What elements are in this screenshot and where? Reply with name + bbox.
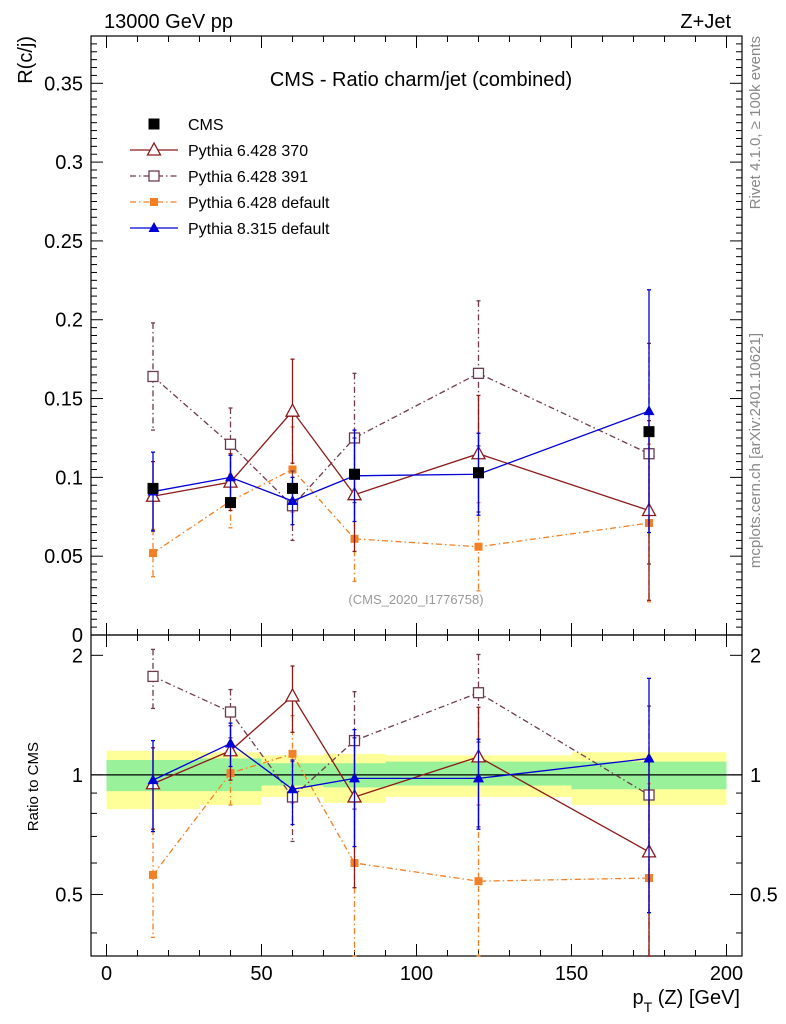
data-point-py_default bbox=[474, 542, 483, 551]
legend-label-cms: CMS bbox=[188, 117, 224, 134]
x-axis-title-rest: (Z) [GeV] bbox=[652, 987, 740, 1009]
x-axis-title-sub: T bbox=[644, 999, 653, 1015]
ratio-y-tick-label-right: 2 bbox=[750, 645, 761, 667]
data-point-py8 bbox=[225, 471, 236, 482]
data-point-py_default bbox=[474, 877, 483, 886]
y-tick-label: 0 bbox=[72, 625, 83, 647]
energy-label: 13000 GeV pp bbox=[104, 11, 233, 33]
data-point-py8 bbox=[643, 752, 655, 763]
x-axis-title: pT (Z) [GeV] bbox=[633, 987, 740, 1015]
series-line-py370 bbox=[152, 410, 650, 512]
series-line-py370 bbox=[152, 694, 650, 853]
series-line-py8 bbox=[152, 410, 650, 502]
legend-label-py8: Pythia 8.315 default bbox=[188, 221, 330, 238]
analysis-label: (CMS_2020_I1776758) bbox=[348, 592, 483, 607]
data-point-cms bbox=[225, 497, 236, 509]
data-point-py_default bbox=[149, 549, 157, 558]
legend-label-py370: Pythia 6.428 370 bbox=[188, 143, 308, 160]
legend: CMS Pythia 6.428 370 Pythia 6.428 391 Pythi… bbox=[130, 117, 330, 238]
main-panel: 0 0.05 0.1 0.15 0.2 0.25 0.3 0.35 bbox=[44, 35, 743, 647]
series-line-py_default bbox=[152, 468, 650, 554]
x-tick-label: 200 bbox=[710, 963, 743, 985]
data-point-py8 bbox=[287, 783, 298, 794]
data-point-cms bbox=[148, 118, 160, 130]
data-point-py8 bbox=[349, 772, 360, 783]
legend-label-py391: Pythia 6.428 391 bbox=[188, 169, 308, 186]
data-point-cms bbox=[643, 426, 655, 438]
data-point-py8 bbox=[473, 772, 484, 783]
series-line-py391 bbox=[152, 675, 650, 798]
data-point-py391 bbox=[472, 687, 485, 699]
ratio-y-tick-label: 1 bbox=[72, 765, 83, 787]
data-point-py370 bbox=[284, 402, 301, 417]
x-tick-label: 0 bbox=[101, 963, 112, 985]
y-tick-label: 0.1 bbox=[55, 467, 83, 489]
ratio-y-tick-label-right: 1 bbox=[750, 765, 761, 787]
legend-label-py_default: Pythia 6.428 default bbox=[188, 195, 330, 212]
data-point-py8 bbox=[147, 774, 159, 785]
ratio-y-tick-label: 0.5 bbox=[55, 884, 83, 906]
data-point-py_default bbox=[288, 465, 297, 474]
ratio-y-axis-title: Ratio to CMS bbox=[25, 742, 42, 831]
y-tick-label: 0.35 bbox=[44, 73, 83, 95]
data-point-py391 bbox=[472, 367, 485, 379]
data-point-py8 bbox=[148, 222, 160, 232]
y-tick-label: 0.05 bbox=[44, 546, 83, 568]
data-point-cms bbox=[287, 482, 298, 494]
chart-title: CMS - Ratio charm/jet (combined) bbox=[270, 69, 572, 91]
y-tick-label: 0.2 bbox=[55, 310, 83, 332]
data-point-py8 bbox=[225, 737, 236, 748]
data-point-py_default bbox=[149, 870, 157, 879]
data-point-py391 bbox=[147, 370, 159, 383]
ratio-y-tick-label-right: 0.5 bbox=[750, 884, 778, 906]
data-point-py_default bbox=[288, 749, 297, 758]
data-point-py8 bbox=[287, 495, 298, 506]
data-point-py391 bbox=[148, 170, 160, 182]
data-point-py391 bbox=[224, 438, 237, 450]
ratio-panel: 0 50 100 150 200 0.5 0.5 1 1 2 2 bbox=[55, 634, 778, 985]
x-tick-label: 50 bbox=[250, 963, 272, 985]
ratio-y-tick-label: 2 bbox=[72, 645, 83, 667]
y-tick-label: 0.25 bbox=[44, 231, 83, 253]
x-axis-title-p: p bbox=[633, 987, 644, 1009]
data-point-py391 bbox=[224, 706, 237, 718]
series-line-py8 bbox=[152, 742, 650, 790]
data-point-cms bbox=[147, 482, 159, 494]
y-tick-label: 0.15 bbox=[44, 389, 83, 411]
data-point-cms bbox=[473, 467, 484, 479]
process-label: Z+Jet bbox=[680, 11, 731, 33]
data-point-py391 bbox=[147, 670, 159, 683]
data-point-py370 bbox=[284, 687, 301, 702]
data-point-py_default bbox=[150, 198, 158, 206]
y-axis-title: R(c/j) bbox=[15, 36, 37, 84]
mcplots-side-label: mcplots.cern.ch [arXiv:2401.10621] bbox=[747, 333, 764, 568]
data-point-cms bbox=[349, 468, 360, 480]
x-tick-label: 100 bbox=[400, 963, 433, 985]
series-line-py391 bbox=[152, 372, 650, 507]
rivet-side-label: Rivet 4.1.0, ≥ 100k events bbox=[747, 36, 764, 209]
y-tick-label: 0.3 bbox=[55, 152, 83, 174]
data-point-py8 bbox=[643, 405, 655, 416]
data-point-py370 bbox=[146, 141, 162, 156]
x-tick-label: 150 bbox=[555, 963, 588, 985]
